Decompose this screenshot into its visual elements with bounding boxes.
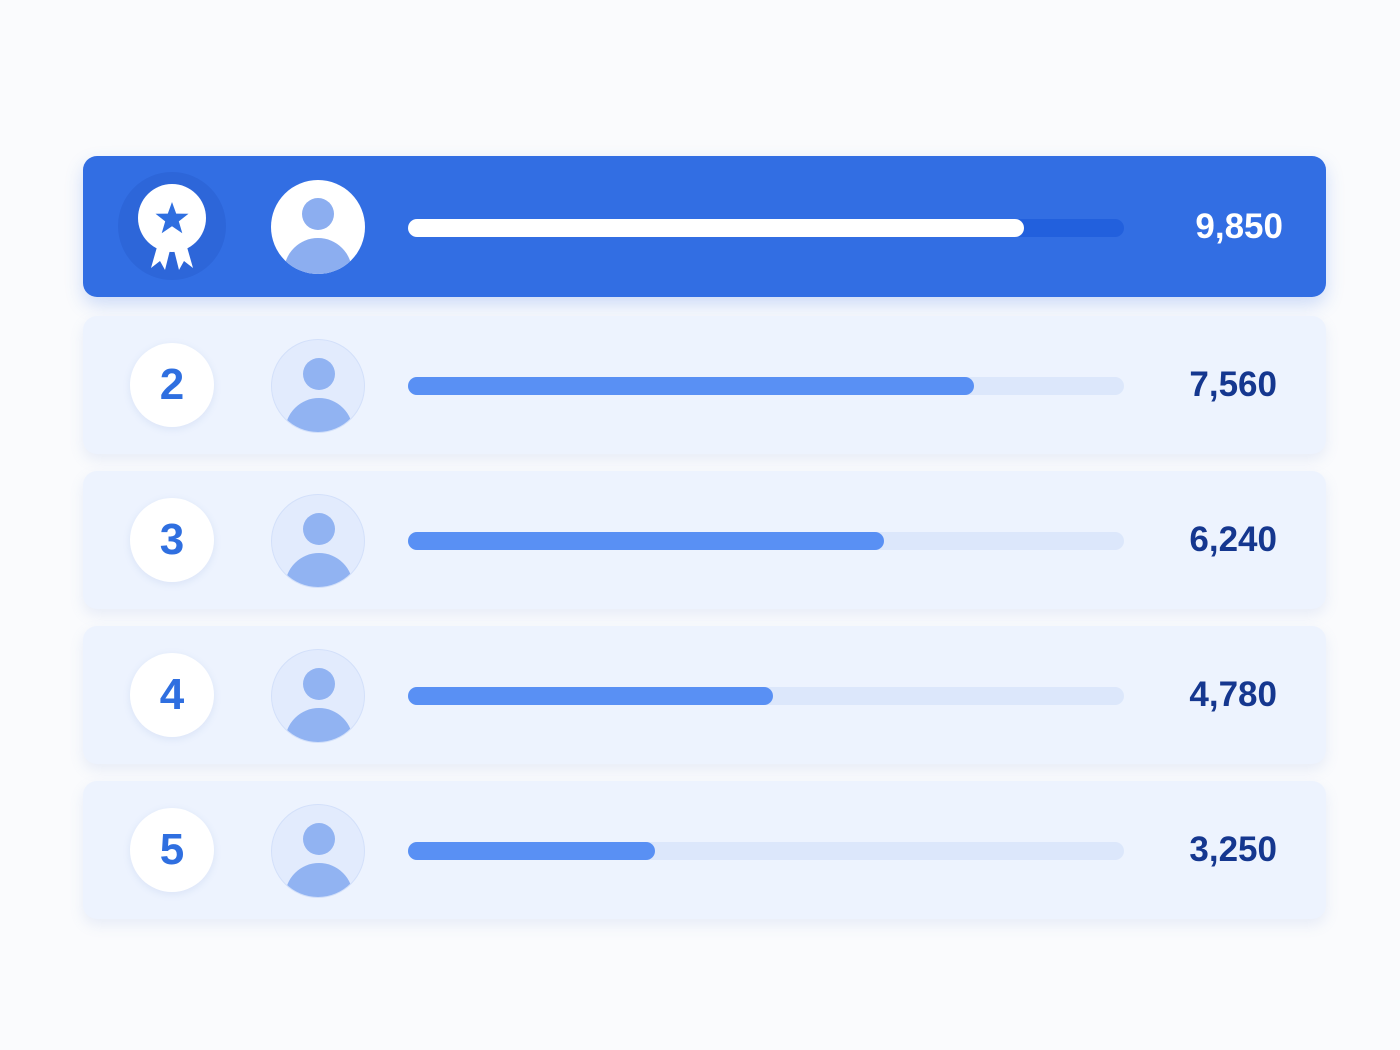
score-progress-fill <box>408 532 885 550</box>
user-avatar-icon <box>271 649 365 743</box>
avatar-head <box>303 668 335 700</box>
score-progress-bar <box>408 687 1124 705</box>
medal-star-icon <box>118 172 226 280</box>
score-value: 6,240 <box>1189 520 1277 559</box>
score-progress-bar <box>408 842 1124 860</box>
avatar-head <box>303 358 335 390</box>
avatar-body <box>285 863 353 897</box>
score-value: 7,560 <box>1189 365 1277 404</box>
score-value: 9,850 <box>1195 206 1283 246</box>
score-progress-bar <box>408 219 1124 237</box>
leaderboard-row-1[interactable]: 9,850 <box>83 156 1326 297</box>
avatar-body <box>285 398 353 432</box>
score-value: 3,250 <box>1189 830 1277 869</box>
user-avatar-icon <box>271 804 365 898</box>
avatar-body <box>285 708 353 742</box>
score-progress-fill <box>408 377 974 395</box>
user-avatar-icon <box>271 180 365 274</box>
score-progress-fill <box>408 687 774 705</box>
rank-badge: 2 <box>130 343 214 427</box>
score-progress-fill <box>408 219 1024 237</box>
leaderboard-row-4[interactable]: 4 4,780 <box>83 626 1326 764</box>
leaderboard-row-5[interactable]: 5 3,250 <box>83 781 1326 919</box>
leaderboard: 9,850 2 7,560 3 6,240 4 4,780 <box>83 156 1326 936</box>
score-value: 4,780 <box>1189 675 1277 714</box>
rank-badge: 3 <box>130 498 214 582</box>
score-progress-bar <box>408 377 1124 395</box>
avatar-head <box>302 198 334 230</box>
leaderboard-row-2[interactable]: 2 7,560 <box>83 316 1326 454</box>
user-avatar-icon <box>271 339 365 433</box>
avatar-head <box>303 513 335 545</box>
rank-badge: 5 <box>130 808 214 892</box>
avatar-head <box>303 823 335 855</box>
rank-badge: 4 <box>130 653 214 737</box>
score-progress-bar <box>408 532 1124 550</box>
user-avatar-icon <box>271 494 365 588</box>
leaderboard-row-3[interactable]: 3 6,240 <box>83 471 1326 609</box>
avatar-body <box>285 553 353 587</box>
avatar-body <box>284 238 352 274</box>
score-progress-fill <box>408 842 656 860</box>
